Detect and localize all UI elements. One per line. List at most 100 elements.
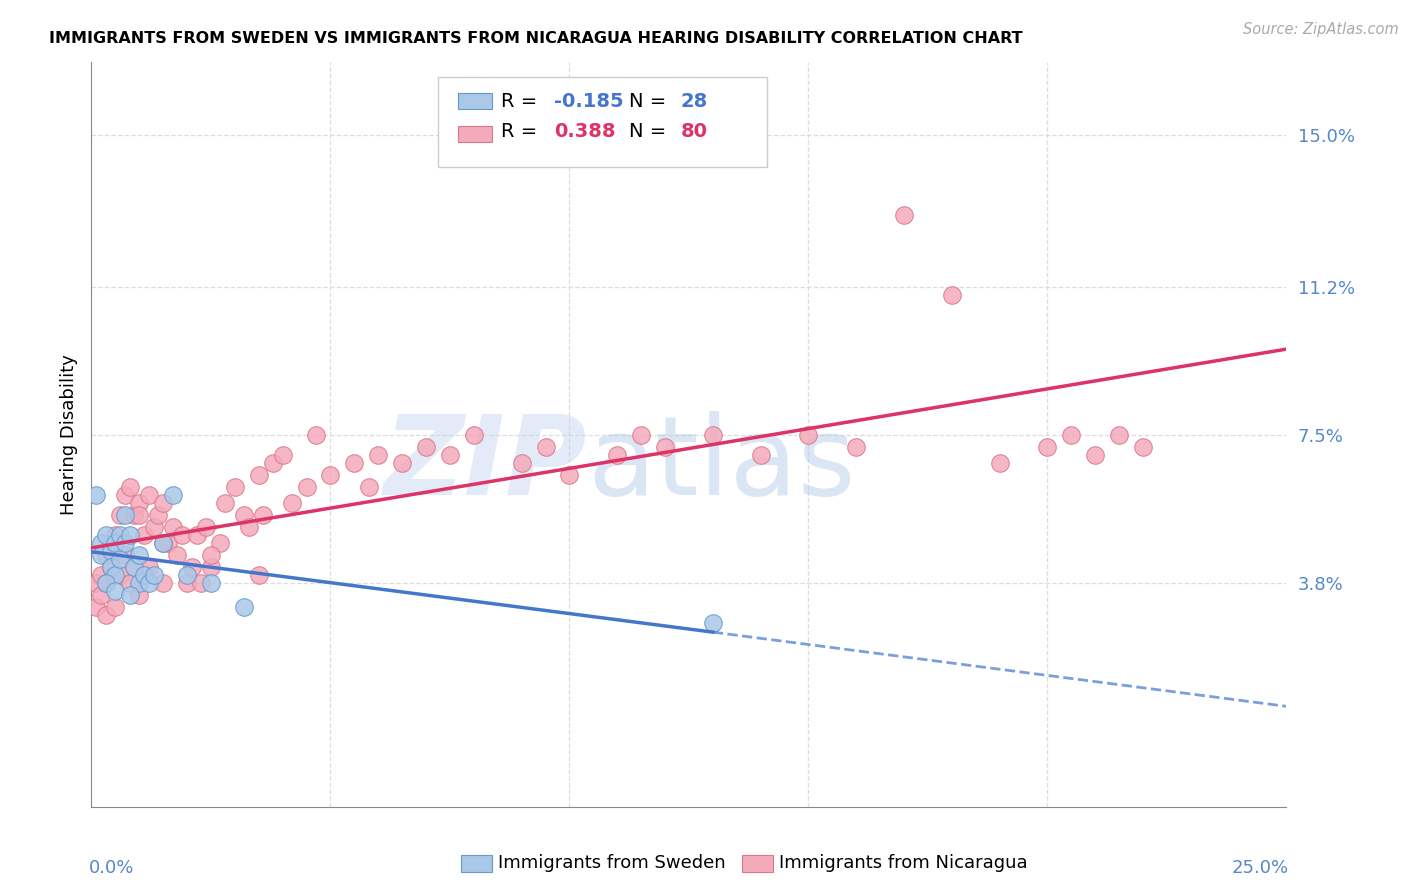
Point [128, 588, 150, 602]
Point [180, 560, 202, 574]
Point [214, 496, 236, 510]
Point [104, 568, 127, 582]
Point [233, 508, 256, 522]
Point [295, 480, 318, 494]
Point [238, 520, 260, 534]
Text: 28: 28 [681, 92, 707, 111]
Text: atlas: atlas [588, 411, 856, 518]
Point [262, 456, 284, 470]
FancyBboxPatch shape [437, 78, 766, 167]
Text: 80: 80 [681, 122, 707, 141]
Point [988, 456, 1011, 470]
Point [108, 552, 131, 566]
Point [84, 576, 107, 591]
Point [1060, 428, 1083, 442]
Point [104, 584, 127, 599]
Point [1108, 428, 1130, 442]
Point [702, 615, 724, 630]
Point [630, 428, 652, 442]
Point [94, 576, 117, 591]
Point [132, 568, 155, 582]
Point [166, 548, 188, 562]
Text: R =: R = [502, 122, 544, 141]
FancyBboxPatch shape [458, 93, 492, 110]
Point [252, 508, 274, 522]
Point [367, 448, 389, 462]
Point [94, 608, 117, 623]
Point [94, 528, 117, 542]
Point [281, 496, 304, 510]
Text: 0.388: 0.388 [554, 122, 616, 141]
Point [247, 568, 270, 582]
Point [100, 544, 122, 558]
Y-axis label: Hearing Disability: Hearing Disability [59, 354, 77, 516]
Point [534, 440, 557, 454]
Point [1036, 440, 1059, 454]
Point [104, 600, 127, 615]
Point [1132, 440, 1154, 454]
FancyBboxPatch shape [458, 126, 492, 142]
Text: N =: N = [630, 122, 672, 141]
Point [128, 496, 150, 510]
Point [90, 548, 112, 562]
Text: ZIP: ZIP [384, 411, 588, 518]
Point [114, 488, 136, 502]
Text: 25.0%: 25.0% [1232, 859, 1289, 878]
Point [138, 576, 160, 591]
Point [510, 456, 533, 470]
Point [172, 528, 194, 542]
Point [152, 536, 174, 550]
Point [108, 568, 131, 582]
Point [104, 536, 127, 550]
Point [415, 440, 437, 454]
Point [100, 560, 122, 574]
Point [247, 467, 270, 482]
Point [319, 467, 342, 482]
Point [176, 568, 198, 582]
Point [152, 576, 174, 591]
Point [156, 536, 179, 550]
Point [152, 536, 174, 550]
Point [391, 456, 413, 470]
Point [749, 448, 772, 462]
Point [200, 560, 222, 574]
Point [233, 600, 256, 615]
Point [108, 508, 131, 522]
Point [148, 508, 170, 522]
Point [142, 568, 165, 582]
Point [200, 548, 222, 562]
Point [124, 560, 146, 574]
Point [138, 488, 160, 502]
Point [108, 528, 131, 542]
Text: -0.185: -0.185 [554, 92, 623, 111]
Point [124, 560, 146, 574]
Point [152, 496, 174, 510]
Point [200, 576, 222, 591]
Point [162, 488, 184, 502]
Point [162, 520, 184, 534]
Point [118, 528, 141, 542]
Point [84, 600, 107, 615]
Point [90, 536, 112, 550]
Point [195, 520, 218, 534]
Point [138, 560, 160, 574]
Point [305, 428, 328, 442]
Point [132, 528, 155, 542]
Text: N =: N = [630, 92, 672, 111]
Text: Source: ZipAtlas.com: Source: ZipAtlas.com [1243, 22, 1399, 37]
Point [439, 448, 461, 462]
Point [797, 428, 820, 442]
Point [463, 428, 485, 442]
Text: Immigrants from Sweden: Immigrants from Sweden [498, 855, 725, 872]
Point [90, 588, 112, 602]
Point [941, 287, 963, 301]
Text: R =: R = [502, 92, 544, 111]
Point [90, 568, 112, 582]
Point [176, 576, 198, 591]
Point [114, 508, 136, 522]
Point [100, 536, 122, 550]
Point [124, 508, 146, 522]
Point [190, 576, 212, 591]
Text: 0.0%: 0.0% [89, 859, 135, 878]
Point [94, 576, 117, 591]
